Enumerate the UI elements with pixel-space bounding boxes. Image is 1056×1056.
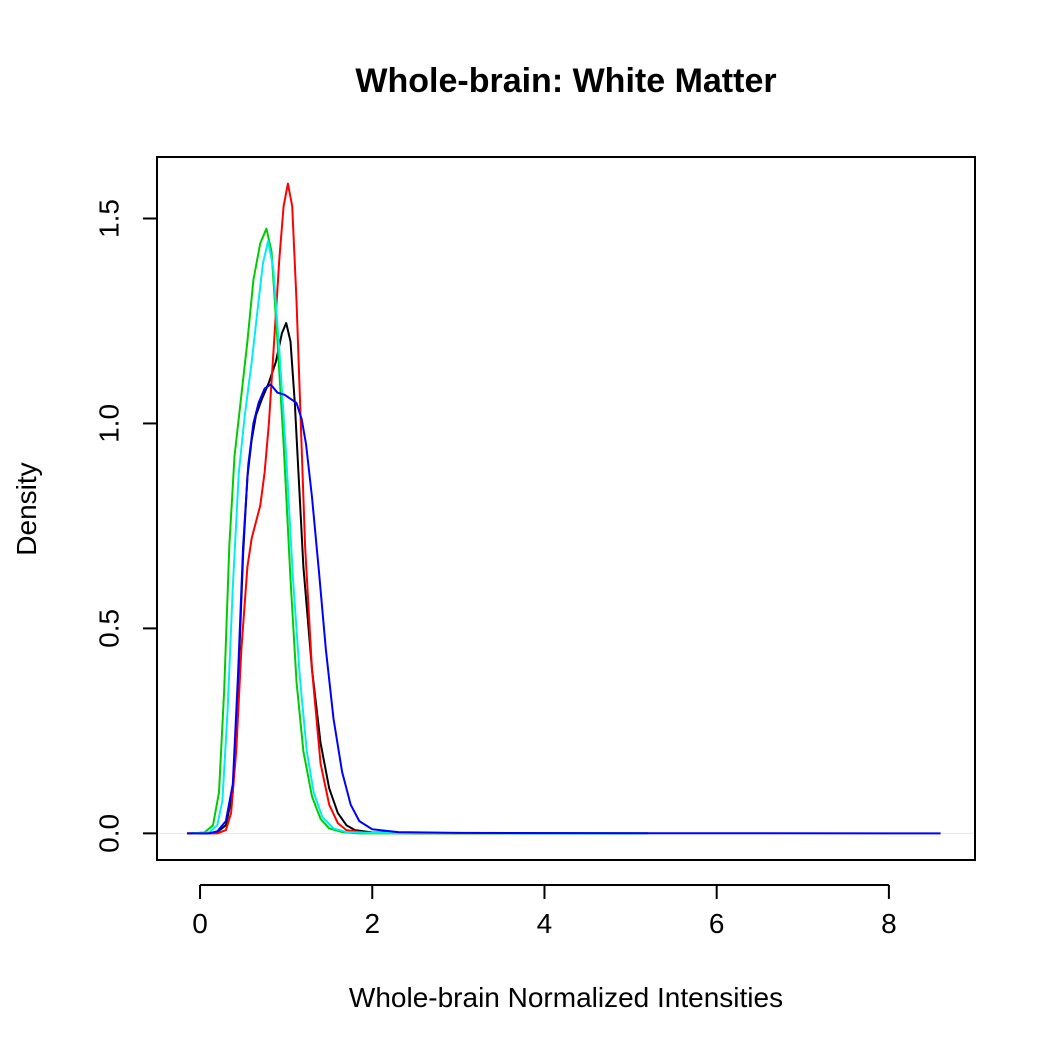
- plot-frame: [156, 156, 976, 861]
- y-axis-label: Density: [11, 462, 42, 555]
- x-tick-label: 6: [709, 908, 725, 939]
- x-tick-label: 8: [881, 908, 897, 939]
- y-axis: 0.0 0.5 1.0 1.5: [93, 199, 157, 853]
- density-line-4: [191, 240, 648, 835]
- x-axis-label: Whole-brain Normalized Intensities: [349, 982, 783, 1013]
- chart-title: Whole-brain: White Matter: [355, 62, 776, 100]
- x-tick-label: 0: [192, 908, 208, 939]
- density-line-1: [187, 322, 648, 835]
- y-tick-label: 1.0: [93, 404, 124, 443]
- x-tick-label: 2: [364, 908, 380, 939]
- x-axis: 0 2 4 6 8: [192, 884, 897, 939]
- density-line-3: [191, 227, 648, 835]
- x-tick-label: 4: [537, 908, 553, 939]
- density-line-2: [187, 182, 648, 835]
- y-tick-label: 0.0: [93, 814, 124, 853]
- series-layer: [187, 182, 941, 835]
- density-line-5: [187, 383, 941, 835]
- y-tick-label: 1.5: [93, 199, 124, 238]
- y-tick-label: 0.5: [93, 609, 124, 648]
